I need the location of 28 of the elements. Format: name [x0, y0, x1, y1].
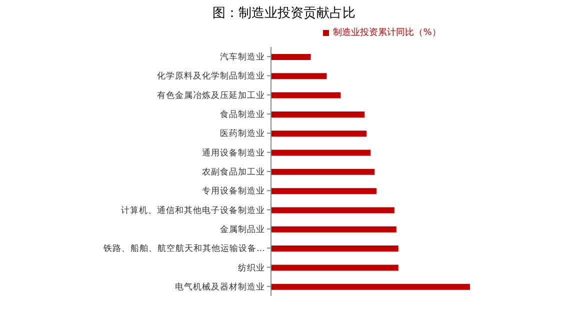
y-tick-label: 金属制品业: [220, 224, 265, 235]
bar: [271, 226, 396, 232]
bar: [271, 92, 341, 98]
y-tick-label: 电气机械及器材制造业: [175, 281, 265, 292]
y-tick-label: 医药制造业: [220, 128, 265, 140]
y-tick-label: 有色金属冶炼及压延加工业: [157, 90, 265, 101]
bar: [271, 246, 398, 252]
y-tick-label: 专用设备制造业: [202, 186, 265, 197]
y-tick-label: 汽车制造业: [220, 52, 265, 63]
chart-title: 图：制造业投资贡献占比: [212, 5, 356, 22]
bar: [271, 54, 311, 60]
y-tick-label: 通用设备制造业: [202, 147, 265, 158]
legend-label: 制造业投资累计同比（%）: [333, 28, 441, 38]
y-tick-label: 计算机、通信和其他电子设备制造业: [121, 204, 265, 216]
y-tick-label: 化学原料及化学制品制造业: [157, 70, 265, 82]
bar: [271, 73, 327, 80]
y-tick-label: 纺织业: [238, 262, 265, 274]
bar: [271, 168, 374, 175]
bar: [271, 111, 365, 118]
bar: [271, 284, 470, 290]
bar: [271, 188, 376, 194]
y-tick-label: 铁路、船舶、航空航天和其他运输设备…: [102, 243, 265, 254]
y-tick-label: 农副食品加工业: [202, 166, 265, 178]
y-tick-label: 食品制造业: [220, 109, 265, 120]
bar: [271, 130, 367, 137]
bar: [271, 207, 394, 214]
bar: [271, 150, 370, 156]
bar: [271, 264, 398, 271]
